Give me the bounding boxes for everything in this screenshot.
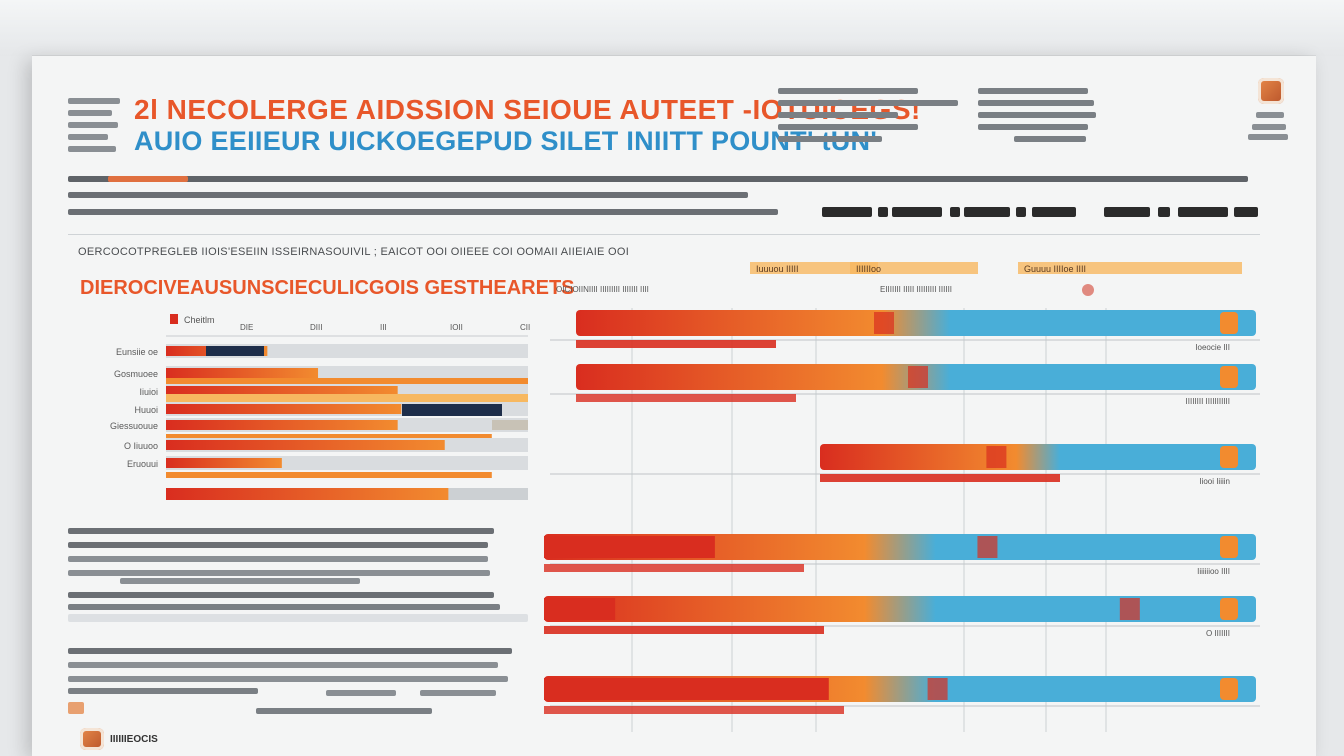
logo-icon <box>1258 78 1284 104</box>
row-segment-red <box>544 536 715 558</box>
bar <box>166 458 282 468</box>
category-label: Eruouui <box>127 459 158 469</box>
bar <box>166 404 402 414</box>
row-label: Iiiiiiioo IIII <box>1197 567 1230 576</box>
row-label: O IIIIIII <box>1206 629 1230 638</box>
axis-tick-label: DIE <box>240 323 253 332</box>
row-label: Iiooi Iiiiin <box>1199 477 1230 486</box>
category-label: Gosmuoee <box>114 369 158 379</box>
bar <box>166 368 319 378</box>
category-label: O Iiuuoo <box>124 441 158 451</box>
category-label: Giessuouue <box>110 421 158 431</box>
row-end-cap <box>1220 312 1238 334</box>
bar-strip <box>166 378 528 384</box>
row-bar <box>576 310 1256 336</box>
top-label: OICIOIINIIII IIIIIIIII IIIIIII IIII <box>556 285 649 294</box>
row-end-cap <box>1220 366 1238 388</box>
row-subbar <box>544 706 844 714</box>
row-segment-join <box>977 536 998 558</box>
row-subbar <box>544 626 824 634</box>
row-subbar <box>544 564 804 572</box>
bar-strip <box>166 472 492 478</box>
bar-strip <box>166 434 492 438</box>
page-subtitle: AUIO EEIIEUR UICKOEGEPUD SILET INIITT PO… <box>134 126 878 156</box>
row-subbar <box>576 340 776 348</box>
top-label: EIIIIIII IIIII IIIIIIIII IIIIII <box>880 285 952 294</box>
left-bar-chart: Cheitlm DIE DIII III IOII CII Eunsiie oe Gosmuo… <box>110 314 530 500</box>
footer-logo-icon <box>80 728 104 750</box>
category-label: Iiuioi <box>139 387 158 397</box>
row-label: Ioeocie III <box>1195 343 1230 352</box>
row-segment-red <box>544 598 616 620</box>
axis-tick-label: III <box>380 323 387 332</box>
legend-swatch <box>750 262 878 274</box>
legend-swatch <box>1018 262 1242 274</box>
bar-segment <box>492 420 528 430</box>
bar <box>166 420 398 430</box>
row-segment-join <box>927 678 948 700</box>
axis-tick-label: DIII <box>310 323 322 332</box>
row-bar <box>544 596 1256 622</box>
chart-section-title: DIEROCIVEAUSUNSCIECULICGOIS GESTHEARETS <box>80 277 575 299</box>
row-end-cap <box>1220 536 1238 558</box>
row-segment-join <box>1119 598 1140 620</box>
category-label: Eunsiie oe <box>116 347 158 357</box>
backdrop <box>0 0 1344 56</box>
bar <box>166 440 445 450</box>
header-side-text <box>68 98 128 152</box>
row-end-cap <box>1220 678 1238 700</box>
bar <box>166 386 398 396</box>
bar-strip <box>166 394 528 402</box>
footer-brand-name: IIIIIIEOCIS <box>110 734 158 745</box>
legend-swatch <box>850 262 978 274</box>
bar-segment <box>206 346 264 356</box>
row-segment-join <box>874 312 894 334</box>
section-divider <box>68 234 1260 235</box>
page-title: 2l NECOLERGE AIDSSION SEIOUE AUTEET -IOT… <box>134 94 921 125</box>
row-segment-red <box>544 678 829 700</box>
row-label: IIIIIIII IIIIIIIIIII <box>1186 397 1230 406</box>
axis-tick-label: IOII <box>450 323 463 332</box>
axis-tick-label: CII <box>520 323 530 332</box>
right-bar-chart: Iuuuou IIIII IIIIIIoo Guuuu IIIIoe IIII OIC… <box>544 262 1260 732</box>
legend-label: Iuuuou IIIII <box>756 264 799 274</box>
category-label: Huuoi <box>134 405 158 415</box>
legend-swatch <box>170 314 178 324</box>
row-segment-join <box>908 366 928 388</box>
row-end-cap <box>1220 446 1238 468</box>
row-subbar <box>820 474 1060 482</box>
row-segment-join <box>986 446 1007 468</box>
legend-dot <box>1082 284 1094 296</box>
bar <box>166 488 449 500</box>
row-end-cap <box>1220 598 1238 620</box>
legend-label: IIIIIIoo <box>856 264 881 274</box>
row-bar <box>820 444 1256 470</box>
row-subbar <box>576 394 796 402</box>
legend-label: Guuuu IIIIoe IIII <box>1024 264 1086 274</box>
row-bar <box>544 534 1256 560</box>
legend-label: Cheitlm <box>184 315 215 325</box>
bar-segment <box>402 404 502 416</box>
chart-caption: OERCOCOTPREGLEB IIOIS'ESEIIN ISSEIRNASOU… <box>78 246 630 258</box>
